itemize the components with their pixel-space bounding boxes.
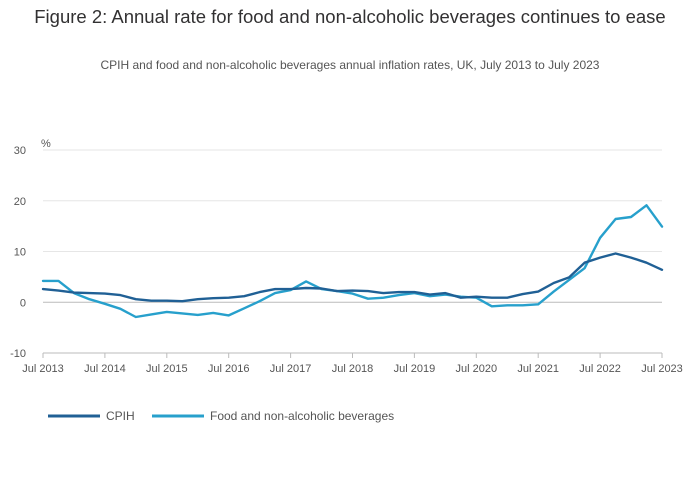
x-tick-label: Jul 2017 <box>270 363 312 375</box>
y-tick-label: 10 <box>14 247 26 259</box>
series-lines <box>41 204 664 319</box>
gridlines <box>43 149 662 354</box>
legend: CPIH Food and non-alcoholic beverages <box>48 409 394 423</box>
chart-subtitle: CPIH and food and non-alcoholic beverage… <box>100 58 600 72</box>
y-axis-unit-label: % <box>41 138 51 150</box>
y-tick-label: -10 <box>10 348 26 360</box>
y-tick-label: 0 <box>20 297 26 309</box>
legend-label: CPIH <box>106 409 135 423</box>
x-tick-label: Jul 2019 <box>394 363 436 375</box>
x-tick-label: Jul 2016 <box>208 363 250 375</box>
series-line <box>41 252 664 303</box>
x-tick-label: Jul 2023 <box>641 363 683 375</box>
legend-label: Food and non-alcoholic beverages <box>210 409 394 423</box>
x-tick-label: Jul 2014 <box>84 363 126 375</box>
x-tick-label: Jul 2020 <box>456 363 498 375</box>
x-tick-label: Jul 2015 <box>146 363 188 375</box>
x-tick-label: Jul 2013 <box>22 363 64 375</box>
y-tick-label: 30 <box>14 145 26 157</box>
chart-title: Figure 2: Annual rate for food and non-a… <box>34 6 666 27</box>
x-tick-label: Jul 2021 <box>517 363 559 375</box>
y-tick-label: 20 <box>14 196 26 208</box>
x-tick-label: Jul 2022 <box>579 363 621 375</box>
x-tick-label: Jul 2018 <box>332 363 374 375</box>
series-line <box>41 204 664 319</box>
y-axis-ticks: 30 20 10 0 -10 <box>10 145 26 360</box>
x-axis: Jul 2013 Jul 2014 Jul 2015 Jul 2016 Jul 2017… <box>22 352 683 375</box>
